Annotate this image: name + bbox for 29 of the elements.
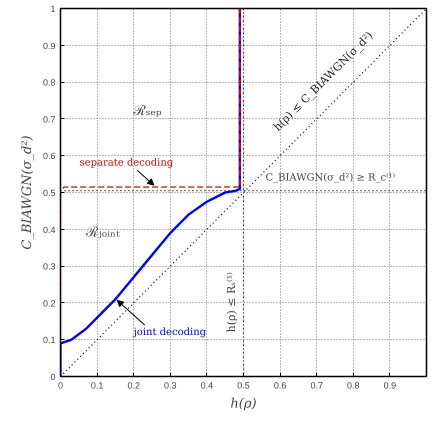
x-tick-label: 0.3 xyxy=(164,380,177,390)
y-tick-label: 0.8 xyxy=(42,78,56,88)
x-tick-label: 0.4 xyxy=(200,380,214,390)
x-tick-label: 0.7 xyxy=(310,380,323,390)
y-tick-label: 0.7 xyxy=(42,114,56,124)
y-tick-label: 0 xyxy=(50,372,56,382)
y-tick-label: 0.9 xyxy=(42,40,56,51)
annotation: ℛₛₑₚ xyxy=(132,102,162,119)
y-tick-label: 0.4 xyxy=(42,224,56,235)
y-tick-label: 0.3 xyxy=(42,262,56,272)
y-tick-label: 0.5 xyxy=(42,188,56,198)
text: joint decoding xyxy=(132,326,207,338)
x-tick-label: 0.9 xyxy=(384,380,396,390)
ref-line-label: C_BIAWGN(σ_d²) ≥ R_c⁽¹⁾ xyxy=(265,172,396,184)
x-tick-label: 0 xyxy=(58,380,64,390)
x-tick-label: 0.5 xyxy=(237,380,250,390)
x-tick-label: 0.2 xyxy=(127,380,140,390)
y-tick-label: 0.1 xyxy=(42,335,56,346)
y-tick-label: 1 xyxy=(50,4,56,14)
x-tick-label: 0.6 xyxy=(274,380,286,390)
series-label: separate decoding xyxy=(80,158,174,169)
x-tick-label: 0.1 xyxy=(90,380,104,390)
y-tick-label: 0.2 xyxy=(42,298,56,308)
ref-line-label: h(ρ) ≤ Rₛ⁽¹⁾ xyxy=(225,272,238,332)
y-tick-label: 0.6 xyxy=(42,151,56,162)
x-tick-label: 0.8 xyxy=(347,380,360,390)
annotation: ℛⱼₒᵢₙₜ xyxy=(85,224,120,240)
x-axis-title: h(ρ) xyxy=(230,396,257,412)
y-axis-title: C_BIAWGN(σ_d²) xyxy=(20,135,35,250)
